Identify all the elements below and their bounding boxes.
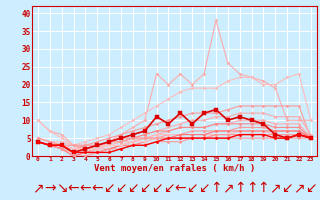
X-axis label: Vent moyen/en rafales ( km/h ): Vent moyen/en rafales ( km/h ): [94, 164, 255, 173]
